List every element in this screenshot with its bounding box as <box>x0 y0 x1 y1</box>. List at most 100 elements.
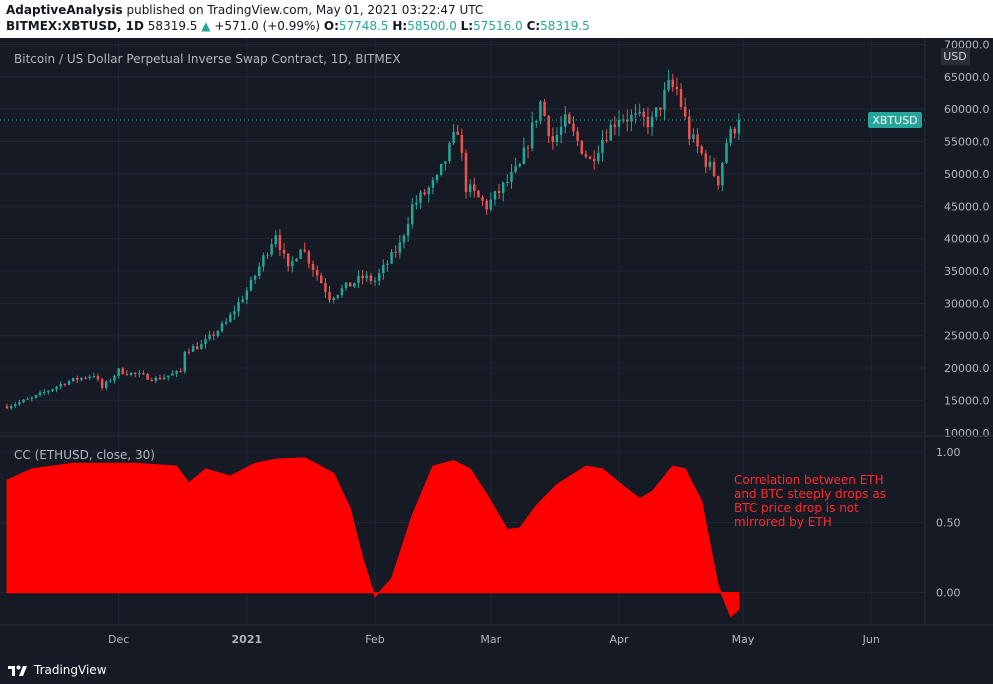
candle <box>394 245 397 258</box>
candle-body <box>299 249 302 259</box>
candle-body <box>646 116 650 128</box>
candle <box>543 98 546 117</box>
candle-body <box>526 147 530 149</box>
candle <box>274 230 278 248</box>
candle <box>419 190 422 209</box>
candle-body <box>613 124 617 127</box>
price-tag-label: XBTUSD <box>872 114 917 127</box>
candle <box>336 294 340 300</box>
candle <box>737 113 741 140</box>
candle-body <box>295 258 298 262</box>
candle <box>733 126 737 139</box>
candle-body <box>253 275 257 280</box>
candle <box>588 155 592 160</box>
candle <box>150 377 153 382</box>
candle-body <box>729 128 732 144</box>
candle <box>485 198 488 215</box>
candle <box>262 252 265 272</box>
candle <box>584 150 588 159</box>
candle <box>67 379 71 386</box>
candle <box>105 380 108 391</box>
candle-body <box>456 131 459 135</box>
candle-body <box>5 406 9 409</box>
candle <box>200 340 203 350</box>
candle-body <box>224 321 228 324</box>
candle-body <box>518 164 521 167</box>
candle-body <box>220 323 224 332</box>
candle-body <box>241 299 244 303</box>
axes: 70000.065000.060000.055000.050000.045000… <box>0 38 993 646</box>
candle <box>683 97 687 120</box>
candle <box>626 109 629 132</box>
chart-area[interactable]: 70000.065000.060000.055000.050000.045000… <box>0 38 993 652</box>
tradingview-logo-icon[interactable] <box>7 663 31 677</box>
candle-body <box>162 377 166 380</box>
candle <box>526 144 530 159</box>
candle <box>518 162 521 168</box>
candle-body <box>588 156 592 159</box>
candle-body <box>229 314 232 322</box>
candle-body <box>675 87 679 90</box>
candle-body <box>142 373 145 375</box>
candle-body <box>452 131 455 144</box>
candle <box>51 388 54 392</box>
candle <box>659 107 662 117</box>
publish-date: published on TradingView.com, May 01, 20… <box>126 3 484 17</box>
open-label: O: <box>323 19 339 33</box>
candle <box>26 396 29 400</box>
candle-body <box>336 295 340 298</box>
candles[interactable] <box>5 69 741 410</box>
candle <box>642 107 646 127</box>
close-label: C: <box>526 19 541 33</box>
candle <box>514 157 517 174</box>
candle-body <box>113 375 116 381</box>
candle <box>411 198 414 229</box>
candle <box>204 334 207 349</box>
symbol-label: BITMEX:XBTUSD, 1D <box>6 19 144 33</box>
candle-body <box>278 235 282 250</box>
time-tick-label: Mar <box>480 633 501 646</box>
candle-body <box>14 404 17 407</box>
candle-body <box>121 368 125 374</box>
author-name[interactable]: AdaptiveAnalysis <box>6 3 123 17</box>
candle <box>30 396 34 402</box>
open-value: 57748.5 <box>338 19 389 33</box>
candle <box>92 372 96 379</box>
candle-body <box>704 153 708 167</box>
tradingview-brand[interactable]: TradingView <box>34 663 107 677</box>
candle <box>162 374 166 380</box>
candle-body <box>34 395 38 398</box>
candle <box>390 249 393 265</box>
candle <box>369 272 373 285</box>
candle <box>71 377 75 383</box>
candle <box>121 366 125 375</box>
candle <box>311 260 315 277</box>
candle-body <box>650 116 654 128</box>
candle-body <box>208 334 211 339</box>
candle <box>125 370 129 376</box>
candle-body <box>510 171 513 182</box>
time-tick-label: May <box>732 633 755 646</box>
candle <box>183 350 187 374</box>
candle-body <box>427 187 431 195</box>
candle <box>481 195 484 207</box>
candle <box>142 370 145 376</box>
candle-body <box>522 147 526 165</box>
candle-body <box>258 266 261 276</box>
candle <box>88 374 91 381</box>
candle-body <box>468 184 472 193</box>
candle <box>291 256 294 273</box>
candle-body <box>291 261 294 267</box>
candle-body <box>551 136 555 143</box>
close-value: 58319.5 <box>540 19 590 33</box>
candle <box>708 155 712 171</box>
candle-body <box>415 202 418 205</box>
candle-body <box>262 255 265 267</box>
candle <box>117 368 120 379</box>
candle-body <box>154 377 158 381</box>
candle <box>634 104 637 124</box>
low-label: L: <box>460 19 474 33</box>
candle-body <box>353 283 356 287</box>
candle-body <box>191 346 195 352</box>
candle <box>539 99 542 125</box>
